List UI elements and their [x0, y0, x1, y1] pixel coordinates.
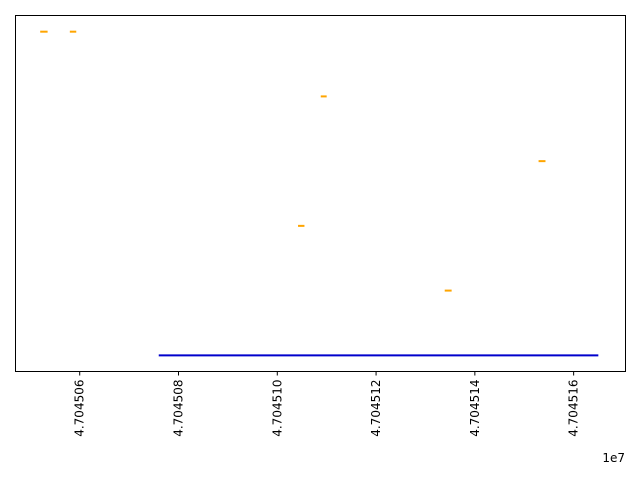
x-tick-label: 4.704514: [468, 380, 482, 437]
chart-marks: [40, 30, 599, 357]
x-axis: 4.704506 4.704508 4.704510 4.704512 4.704514…: [73, 371, 581, 437]
x-axis-offset-label: 1e7: [602, 451, 625, 465]
plot-frame: [15, 15, 626, 372]
x-tick-label: 4.704508: [171, 380, 185, 437]
x-tick-label: 4.704506: [73, 380, 87, 437]
x-tick-label: 4.704512: [369, 380, 383, 437]
x-tick-label: 4.704516: [567, 380, 581, 437]
x-tick-label: 4.704510: [270, 380, 284, 437]
plot-area: [15, 15, 626, 372]
